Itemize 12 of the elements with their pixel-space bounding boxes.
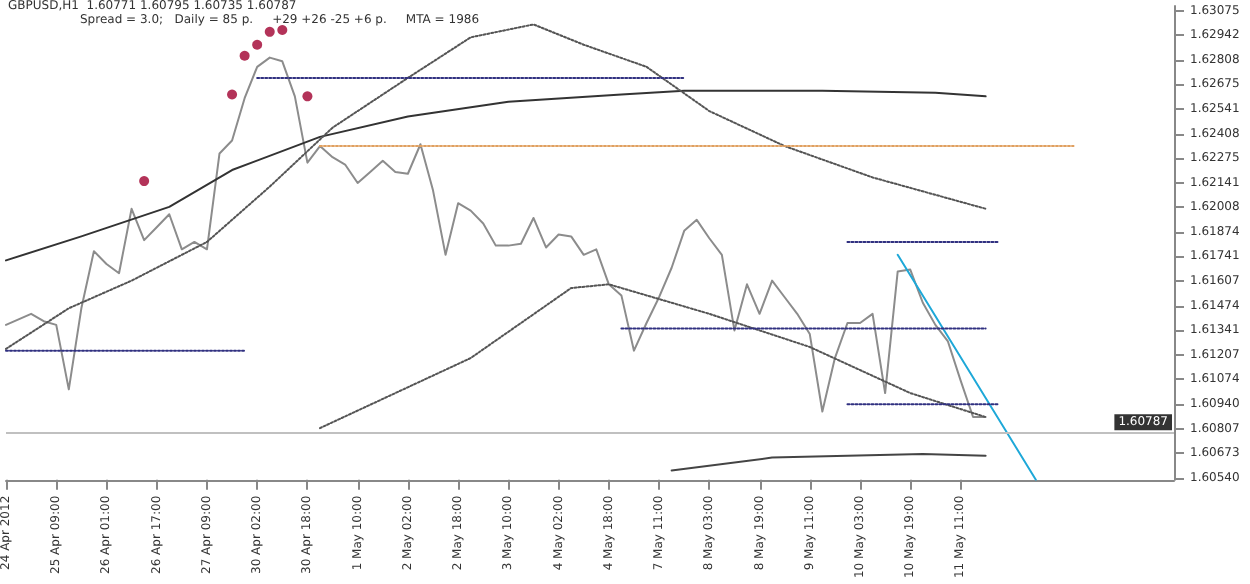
point xyxy=(227,89,238,100)
point xyxy=(139,176,150,187)
point xyxy=(264,26,275,37)
point xyxy=(252,39,263,50)
point xyxy=(302,91,313,102)
line-series xyxy=(5,23,987,350)
line-series xyxy=(318,283,987,430)
line-series xyxy=(5,89,987,262)
line-series xyxy=(670,452,987,472)
point xyxy=(239,50,250,61)
line-series xyxy=(5,56,987,419)
point xyxy=(277,24,288,35)
